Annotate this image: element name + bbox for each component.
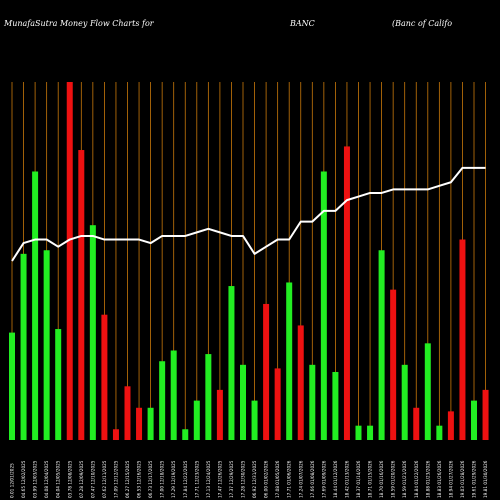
money-flow-bar [332, 371, 339, 440]
x-tick-label: 03.99 12/03/2025 [33, 460, 38, 498]
money-flow-bar [170, 350, 177, 440]
x-tick-label: 18.71 01/15/2026 [368, 460, 373, 498]
money-flow-bar [9, 332, 15, 440]
money-flow-bar [378, 250, 385, 440]
money-flow-bar [55, 329, 62, 440]
x-tick-label: 17.71 01/06/2026 [287, 460, 292, 498]
x-tick-label: 18.42 01/13/2026 [344, 460, 349, 498]
money-flow-bar [78, 150, 85, 440]
x-tick-label: 0.01 12/01/2025 [10, 463, 15, 498]
x-tick-label: 17.09 12/12/2025 [113, 460, 118, 498]
money-flow-bar [112, 429, 119, 440]
money-flow-bar [274, 368, 281, 440]
x-tick-label: 17.69 01/09/2026 [321, 460, 326, 498]
money-flow-bar [124, 386, 131, 440]
money-flow-bar [101, 314, 108, 440]
trend-line-layer [11, 166, 486, 262]
x-tick-label: 18.59 01/20/2026 [391, 460, 396, 498]
money-flow-bar [66, 82, 73, 440]
money-flow-bar [89, 225, 96, 440]
x-tick-label: 06.00 01/02/2026 [264, 460, 269, 498]
x-tick-label: 18.44 01/12/2026 [333, 460, 338, 498]
x-tick-label: 04.65 12/02/2025 [21, 460, 26, 498]
x-tick-label: 17.66 01/08/2026 [310, 460, 315, 498]
money-flow-bar [20, 253, 27, 440]
x-tick-label: 07.47 12/10/2025 [90, 460, 95, 498]
x-tick-label: 18.94 01/27/2026 [448, 460, 453, 498]
money-flow-bar [193, 400, 200, 440]
money-flow-bar [355, 425, 362, 440]
x-tick-label: 04.08 12/04/2025 [44, 460, 49, 498]
x-tick-label: 17.24 01/07/2026 [298, 460, 303, 498]
money-flow-bar [471, 400, 477, 440]
trend-line [11, 166, 486, 262]
money-flow-bar [228, 286, 235, 440]
x-tick-label: 18.59 01/21/2026 [402, 460, 407, 498]
money-flow-bar [459, 239, 466, 440]
money-flow-bar [182, 429, 189, 440]
chart-title-left: MunafaSutra Money Flow Charts for [3, 19, 155, 28]
x-tick-label: 18.84 01/22/2026 [414, 460, 419, 498]
x-tick-label: 06.53 12/16/2025 [137, 460, 142, 498]
money-flow-bar [436, 425, 443, 440]
money-flow-bar [447, 411, 454, 440]
money-flow-bar [136, 407, 143, 440]
x-tick-label: 17.08 01/05/2026 [275, 460, 280, 498]
money-flow-bar [286, 282, 293, 440]
money-flow-bar [147, 407, 154, 440]
chart-title-right: (Banc of Califo [392, 19, 452, 28]
x-tick-label: 06.27 12/15/2025 [125, 460, 130, 498]
x-tick-label: 18.88 01/23/2026 [425, 460, 430, 498]
x-tick-label: 17.84 12/22/2025 [183, 460, 188, 498]
x-tick-label: 19.61 01/29/2026 [472, 460, 477, 498]
money-flow-bar [413, 407, 420, 440]
chart-title-ticker: BANC [289, 19, 315, 28]
money-flow-bar [320, 171, 327, 440]
x-tick-label: 06.92 12/31/2025 [252, 460, 257, 498]
money-flow-bar [297, 325, 304, 440]
x-tick-label: 19.81 01/30/2026 [483, 460, 488, 498]
x-tick-label: 07.62 12/11/2025 [102, 460, 107, 498]
x-tick-label: 19.03 01/28/2026 [460, 460, 465, 498]
money-flow-bar [32, 171, 39, 440]
x-tick-label: 17.29 12/19/2025 [171, 460, 176, 498]
money-flow-bar [216, 389, 223, 440]
money-flow-bar [401, 364, 408, 440]
money-flow-bar [482, 389, 489, 440]
x-tick-label: 17.37 12/29/2025 [229, 460, 234, 498]
x-tick-label: 17.71 12/23/2025 [194, 460, 199, 498]
x-tick-label: 18.70 01/16/2026 [379, 460, 384, 498]
money-flow-bar [367, 425, 374, 440]
bars [9, 82, 489, 440]
money-flow-bar [424, 343, 431, 440]
money-flow-bar [205, 354, 212, 440]
money-flow-bar [263, 303, 270, 440]
x-tick-label: 06.73 12/17/2025 [148, 460, 153, 498]
x-tick-labels: 0.01 12/01/2025 04.65 12/02/2025 03.99 12/… [10, 460, 489, 498]
x-tick-label: 04.04 12/05/2025 [56, 460, 61, 498]
x-tick-label: 17.00 12/18/2025 [160, 460, 165, 498]
x-tick-label: 03.78 12/08/2025 [67, 460, 72, 498]
money-flow-bar [309, 364, 316, 440]
x-tick-label: 18.83 01/26/2026 [437, 460, 442, 498]
x-tick-label: 07.28 12/09/2025 [79, 460, 84, 498]
money-flow-bar [159, 361, 166, 440]
money-flow-bar [251, 400, 258, 440]
money-flow-bar [390, 289, 397, 440]
money-flow-bar [343, 146, 350, 440]
x-tick-label: 17.13 12/24/2025 [206, 460, 211, 498]
x-tick-label: 17.47 12/26/2025 [217, 460, 222, 498]
x-tick-label: 18.37 01/14/2026 [356, 460, 361, 498]
money-flow-bar [240, 364, 246, 440]
money-flow-bar [43, 250, 50, 440]
x-tick-label: 17.28 12/30/2025 [241, 460, 246, 498]
